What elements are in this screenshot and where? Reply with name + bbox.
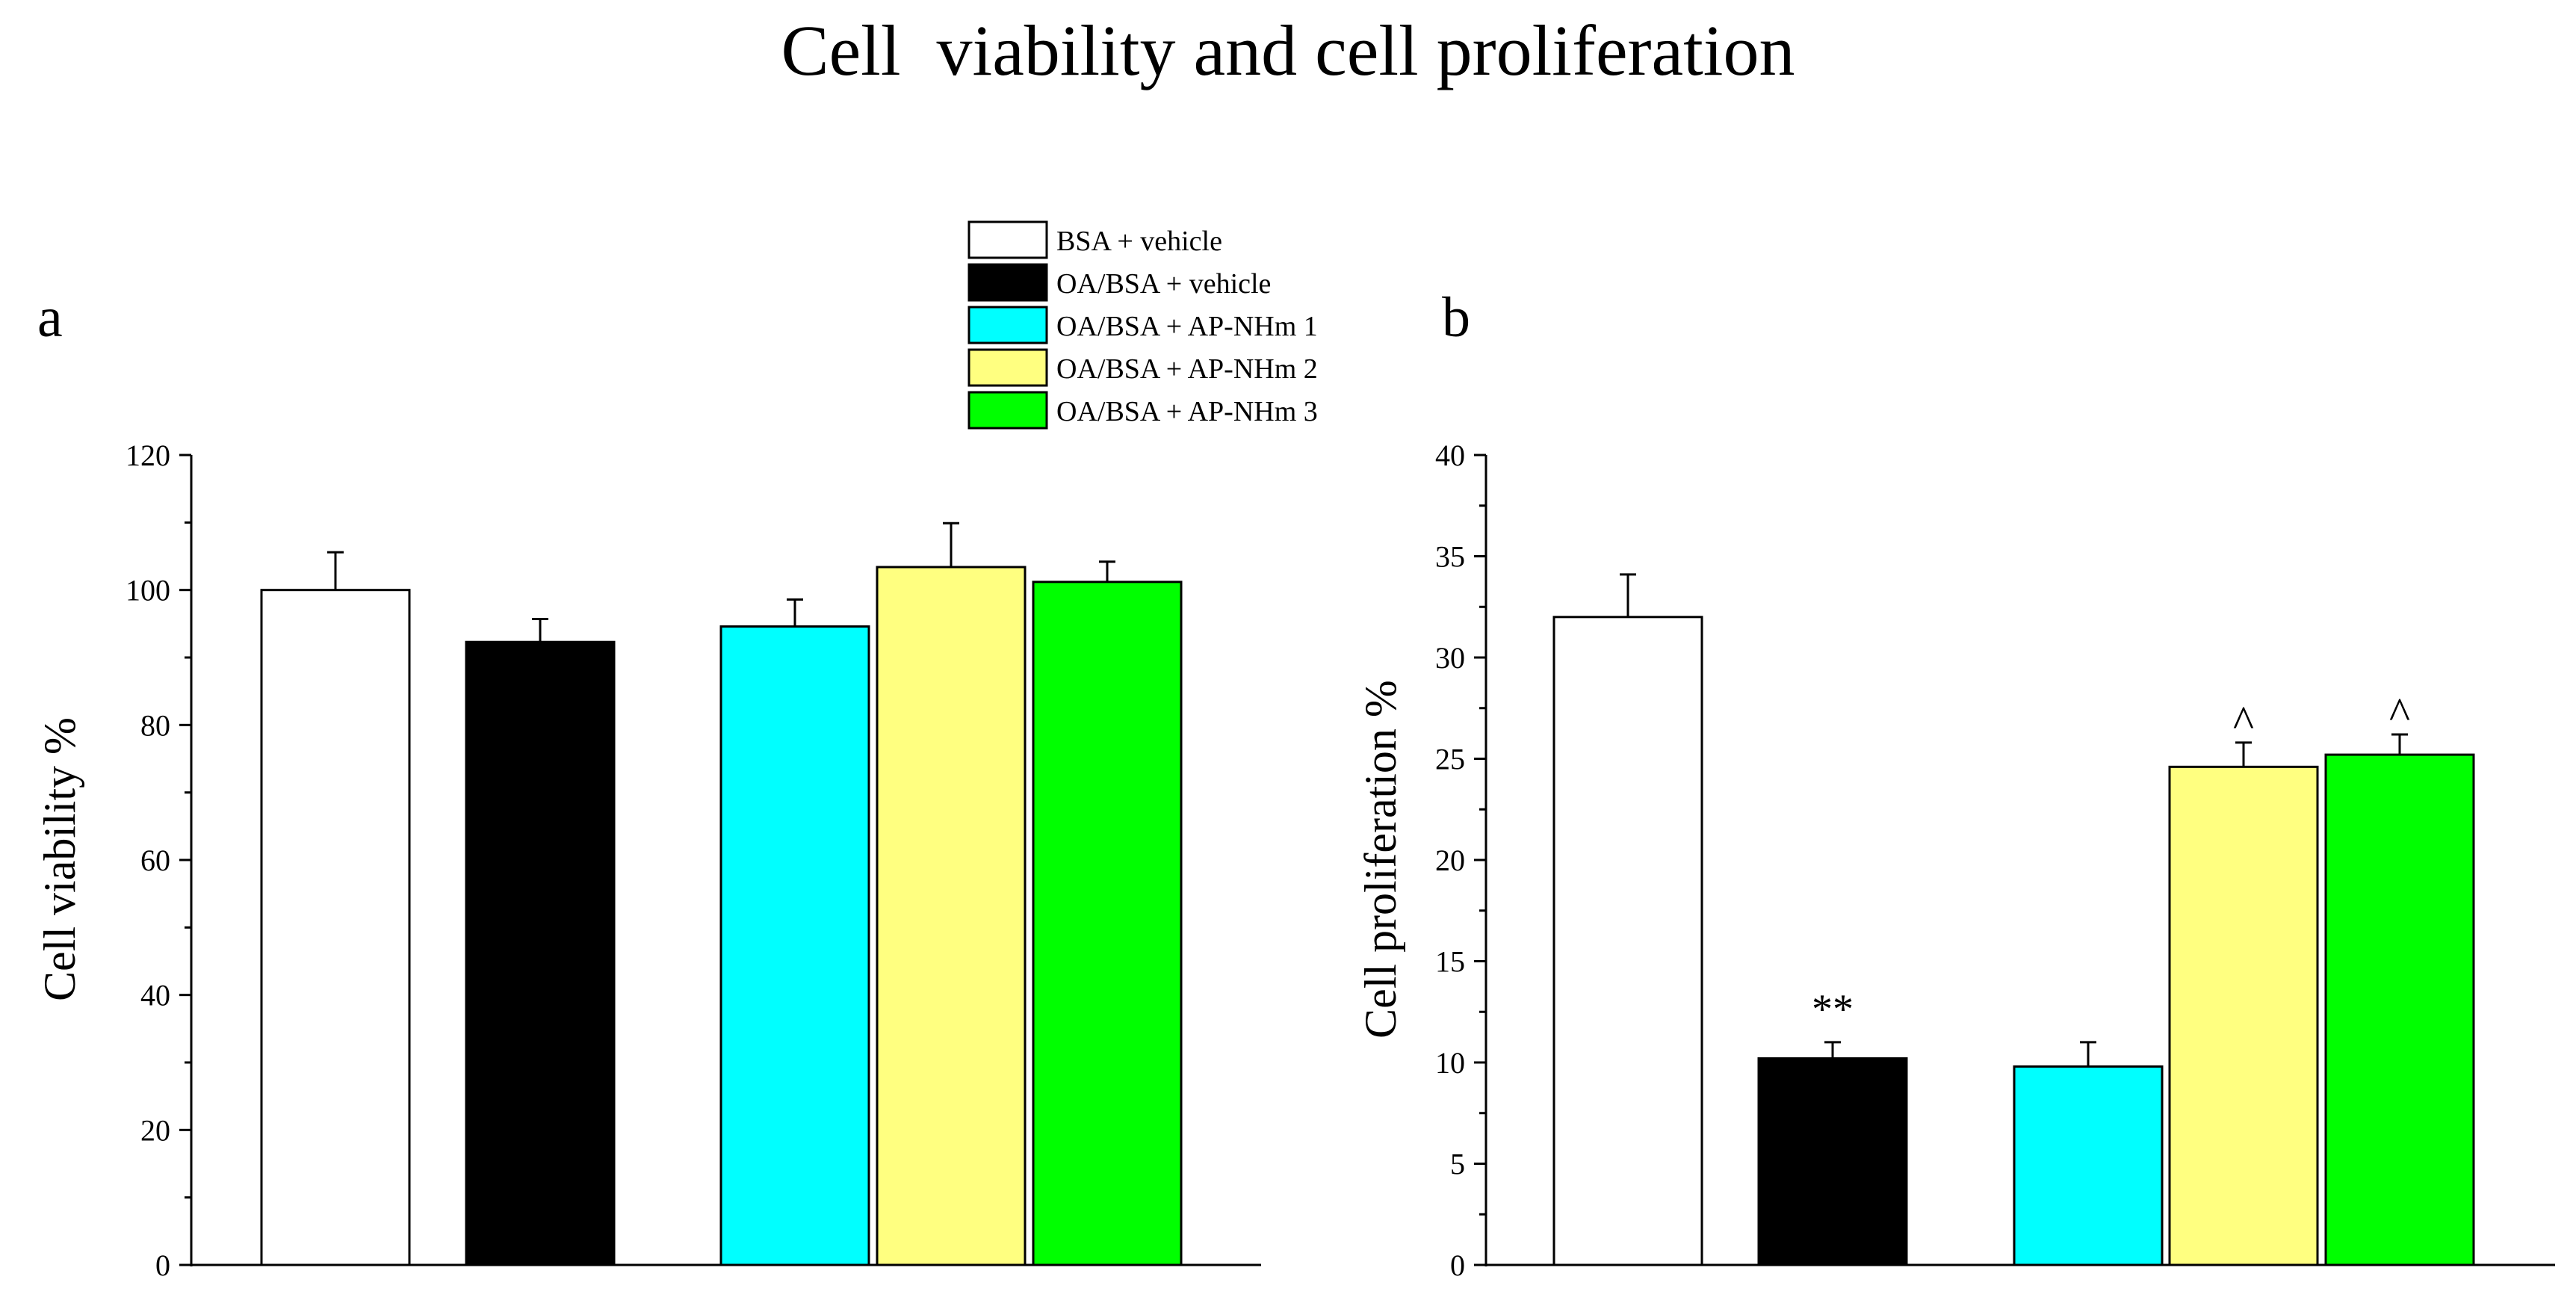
y-tick-label: 100 — [126, 574, 170, 607]
legend-swatch-ap-nhm-1 — [967, 306, 1048, 344]
legend-entry: BSA + vehicle — [967, 220, 1222, 259]
legend-label: OA/BSA + AP-NHm 3 — [1056, 396, 1318, 427]
y-tick-label: 60 — [140, 844, 170, 877]
y-tick-label: 0 — [155, 1249, 170, 1282]
chart-panel-b: 0 5 10 15 20 25 30 35 40 Cell proliferation % ** ^ ^ — [1356, 439, 2555, 1282]
legend-label: OA/BSA + AP-NHm 2 — [1056, 353, 1318, 385]
y-tick-label: 5 — [1450, 1148, 1465, 1181]
y-axis-label: Cell viability % — [35, 717, 84, 1001]
y-tick-label: 40 — [1435, 439, 1465, 472]
y-tick-label: 35 — [1435, 540, 1465, 574]
y-tick-label: 30 — [1435, 641, 1465, 675]
bar-oa-bsa-vehicle — [1757, 1057, 1908, 1266]
legend-label: BSA + vehicle — [1056, 226, 1222, 257]
y-tick-label: 40 — [140, 979, 170, 1012]
y-tick-label: 10 — [1435, 1046, 1465, 1080]
legend-entry: OA/BSA + AP-NHm 1 — [967, 306, 1318, 344]
legend-swatch-ap-nhm-3 — [967, 391, 1048, 430]
legend-swatch-bsa-vehicle — [967, 220, 1048, 259]
significance-label: ** — [1812, 986, 1854, 1033]
bar-oa-bsa-ap-nhm-1 — [2013, 1065, 2164, 1266]
bar-bsa-vehicle — [260, 589, 411, 1266]
legend-entry: OA/BSA + vehicle — [967, 263, 1271, 302]
y-tick-label: 15 — [1435, 945, 1465, 979]
significance-label: ^ — [2389, 689, 2410, 738]
legend-swatch-ap-nhm-2 — [967, 348, 1048, 387]
panel-b-label: b — [1442, 286, 1470, 349]
legend-label: OA/BSA + AP-NHm 1 — [1056, 311, 1318, 342]
y-tick-label: 0 — [1450, 1249, 1465, 1282]
legend-swatch-oa-bsa-vehicle — [967, 263, 1048, 302]
legend-label: OA/BSA + vehicle — [1056, 268, 1271, 300]
y-tick-label: 20 — [140, 1113, 170, 1147]
bar-oa-bsa-ap-nhm-3 — [2324, 753, 2475, 1266]
figure-title: Cell viability and cell proliferation — [781, 10, 1795, 90]
bar-oa-bsa-ap-nhm-2 — [2168, 765, 2319, 1266]
y-tick-label: 80 — [140, 708, 170, 742]
legend: BSA + vehicle OA/BSA + vehicle OA/BSA + … — [967, 220, 1318, 430]
bar-oa-bsa-ap-nhm-1 — [719, 625, 870, 1266]
significance-label: ^ — [2233, 697, 2254, 746]
legend-entry: OA/BSA + AP-NHm 2 — [967, 348, 1318, 387]
panel-a-label: a — [37, 286, 63, 349]
y-tick-label: 25 — [1435, 743, 1465, 776]
bar-bsa-vehicle — [1552, 616, 1703, 1266]
legend-entry: OA/BSA + AP-NHm 3 — [967, 391, 1318, 430]
y-axis-label: Cell proliferation % — [1356, 680, 1405, 1039]
bar-oa-bsa-vehicle — [465, 640, 616, 1266]
chart-panel-a: 0 20 40 60 80 100 120 Cell viability % — [35, 439, 1261, 1282]
bar-oa-bsa-ap-nhm-2 — [876, 566, 1027, 1266]
y-tick-label: 120 — [126, 439, 170, 472]
y-tick-label: 20 — [1435, 844, 1465, 877]
bar-oa-bsa-ap-nhm-3 — [1032, 581, 1183, 1266]
